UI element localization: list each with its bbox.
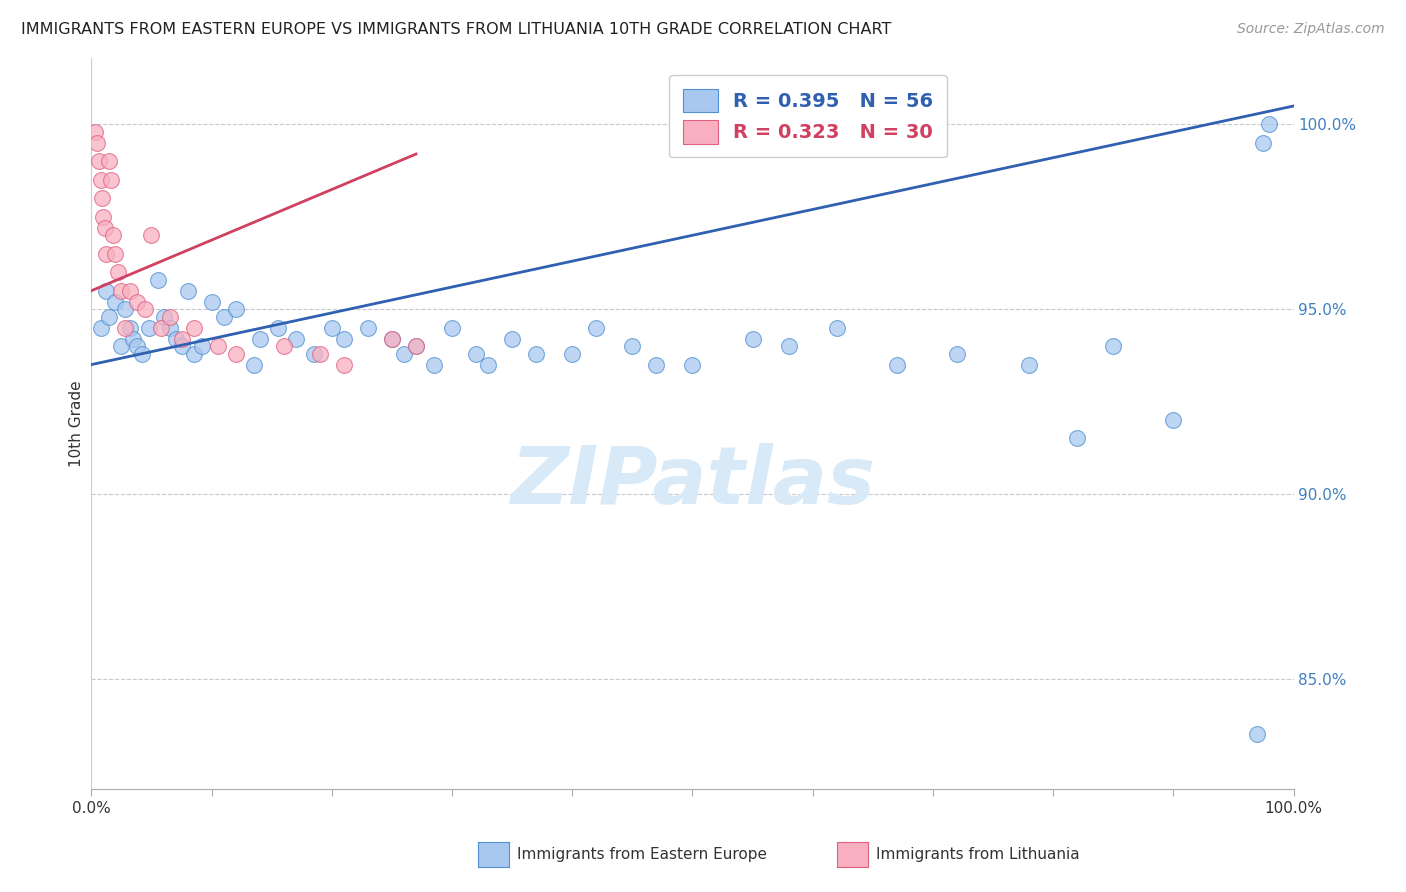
Point [778,339,800,353]
Point [183,346,205,360]
Point [93,221,115,235]
Point [1258,118,1281,132]
Point [150,320,173,334]
Point [681,358,703,372]
Point [84,125,107,139]
Point [267,320,290,334]
Text: Source: ZipAtlas.com: Source: ZipAtlas.com [1237,22,1385,37]
Point [170,332,193,346]
Point [249,332,271,346]
Point [333,332,356,346]
Point [1018,358,1040,372]
Point [146,272,169,286]
Point [200,294,222,309]
Point [561,346,583,360]
Point [104,246,127,260]
Point [392,346,415,360]
Point [405,339,427,353]
Point [1161,413,1184,427]
Point [90,173,112,187]
Point [207,339,229,353]
Point [110,284,132,298]
Text: IMMIGRANTS FROM EASTERN EUROPE VS IMMIGRANTS FROM LITHUANIA 10TH GRADE CORRELATI: IMMIGRANTS FROM EASTERN EUROPE VS IMMIGR… [21,22,891,37]
Point [152,310,174,324]
Point [381,332,404,346]
Text: Immigrants from Eastern Europe: Immigrants from Eastern Europe [517,847,768,862]
Y-axis label: 10th Grade: 10th Grade [69,380,84,467]
Point [284,332,307,346]
Point [104,294,127,309]
Point [302,346,325,360]
Point [741,332,763,346]
Point [886,358,908,372]
Point [1253,136,1275,150]
Point [91,191,114,205]
Point [125,294,148,309]
Point [465,346,488,360]
Point [118,284,141,298]
Point [170,339,193,353]
Point [131,346,153,360]
Point [440,320,463,334]
Point [86,136,108,150]
Point [1246,727,1268,741]
Point [98,154,121,169]
Point [134,302,156,317]
Point [273,339,295,353]
Point [423,358,446,372]
Point [94,246,117,260]
Point [165,332,187,346]
Point [225,346,247,360]
Point [98,310,121,324]
Point [381,332,404,346]
Point [225,302,247,317]
Point [118,320,141,334]
Point [1066,432,1088,446]
Point [107,265,129,279]
Point [477,358,499,372]
Point [122,332,145,346]
Point [159,320,181,334]
Point [621,339,644,353]
Point [110,339,132,353]
Point [183,320,205,334]
Point [357,320,380,334]
Point [1102,339,1125,353]
Point [308,346,330,360]
Legend: R = 0.395   N = 56, R = 0.323   N = 30: R = 0.395 N = 56, R = 0.323 N = 30 [669,75,948,158]
Point [125,339,148,353]
Point [141,228,163,243]
Point [501,332,523,346]
Point [946,346,969,360]
Point [333,358,356,372]
Point [138,320,160,334]
Point [825,320,848,334]
Point [93,210,115,224]
Point [645,358,668,372]
Point [94,284,117,298]
Point [90,320,112,334]
Text: ZIPatlas: ZIPatlas [510,443,875,521]
Point [242,358,264,372]
Point [212,310,235,324]
Point [114,320,136,334]
Point [159,310,181,324]
Point [87,154,110,169]
Point [101,228,124,243]
Point [191,339,214,353]
Point [405,339,427,353]
Point [100,173,122,187]
Point [114,302,136,317]
Point [176,284,198,298]
Point [524,346,547,360]
Text: Immigrants from Lithuania: Immigrants from Lithuania [876,847,1080,862]
Point [585,320,607,334]
Point [321,320,343,334]
